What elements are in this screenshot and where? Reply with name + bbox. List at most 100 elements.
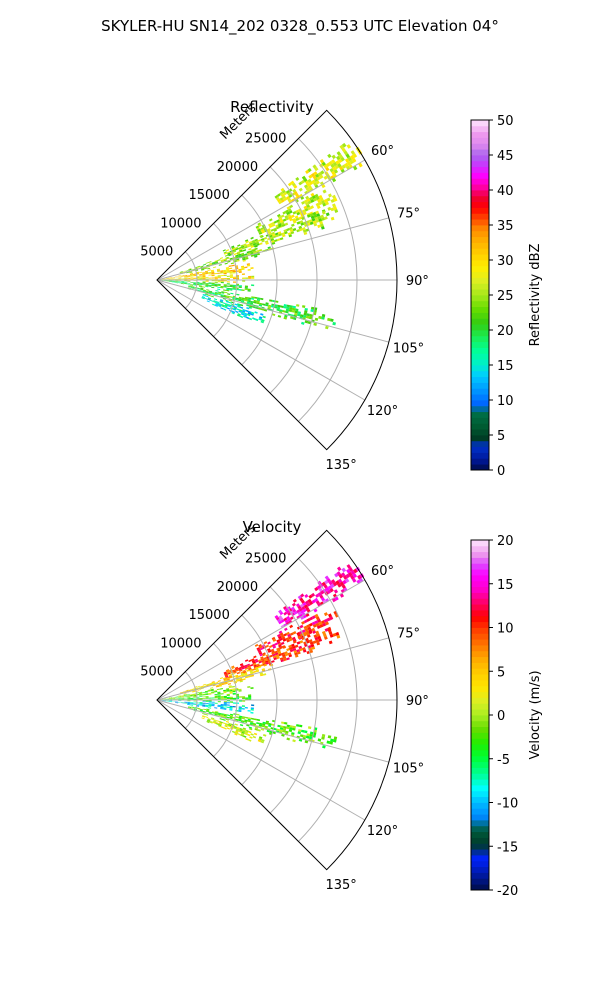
reflectivity-panel: Reflectivity500010000150002000025000Mete… [140,98,543,479]
velocity-echo-cell [289,610,294,615]
velocity-echo-cell [307,726,312,730]
velocity-echo-cell [317,592,322,597]
reflectivity-echo-cell [207,298,211,301]
reflectivity-echo-cell [260,229,265,232]
reflectivity-echo-cell [223,271,227,274]
reflectivity-echo-cell [202,290,206,292]
reflectivity-echo-cell [258,317,262,321]
velocity-azimuth-tick-label: 105° [393,761,424,776]
velocity-echo-cell [240,734,244,737]
reflectivity-echo-cell [241,298,245,301]
reflectivity-echo-cell [232,287,236,289]
velocity-echo-cell [225,723,229,726]
velocity-colorbar-segment [471,674,489,681]
reflectivity-echo-cell [235,310,239,314]
velocity-echo-cell [193,696,197,698]
velocity-echo-cell [288,654,293,658]
reflectivity-echo-cell [166,277,169,279]
velocity-echo-cell [243,664,248,668]
velocity-echo-cell [169,701,173,703]
velocity-echo-cell [313,634,318,638]
velocity-echo-cell [191,688,195,690]
velocity-echo-cell [200,686,204,688]
velocity-echo-cell [197,708,201,710]
velocity-echo-cell [252,670,257,674]
velocity-echo-cell [289,725,293,728]
velocity-echo-cell [202,696,206,698]
velocity-echo-cell [283,658,287,662]
reflectivity-echo-cell [273,228,277,232]
velocity-echo-cell [345,573,350,579]
reflectivity-echo-cell [217,272,221,274]
reflectivity-echo-cell [287,232,292,236]
velocity-echo-cell [211,703,215,705]
velocity-echo-cell [310,644,315,648]
velocity-colorbar-segment [471,715,489,722]
velocity-echo-cell [224,674,228,677]
velocity-echo-cell [181,695,185,697]
velocity-echo-cell [310,592,316,597]
velocity-echo-cell [226,688,230,690]
reflectivity-echo-cell [211,272,215,274]
reflectivity-echo-cell [250,244,254,247]
reflectivity-echo-cell [224,252,228,255]
reflectivity-echo-cell [208,291,212,294]
reflectivity-echo-cell [307,178,312,183]
velocity-echo-cell [325,587,330,592]
velocity-echo-cell [248,695,252,698]
reflectivity-echo-cell [282,218,287,222]
reflectivity-echo-cell [217,286,221,288]
reflectivity-echo-cell [199,282,203,284]
reflectivity-echo-cell [217,288,221,290]
velocity-echo-cell [272,638,277,642]
velocity-echo-cell [279,611,284,616]
reflectivity-echo-cell [217,284,221,286]
velocity-echo-cell [220,706,224,708]
velocity-echo-cell [337,566,342,572]
reflectivity-echo-cell [327,153,332,159]
velocity-echo-cell [297,605,302,610]
velocity-echo-cell [229,676,233,679]
velocity-echo-cell [241,730,246,733]
reflectivity-echo-cell [193,284,197,285]
reflectivity-echo-cell [319,197,324,202]
reflectivity-echo-cell [313,171,318,176]
reflectivity-echo-cell [260,297,264,301]
velocity-echo-cell [172,697,176,699]
reflectivity-echo-cell [223,284,227,286]
reflectivity-echo-cell [245,277,249,279]
reflectivity-echo-cell [189,272,193,274]
velocity-echo-cell [178,697,182,699]
reflectivity-echo-cell [227,260,231,263]
reflectivity-echo-cell [284,314,288,318]
reflectivity-echo-cell [241,254,245,257]
velocity-echo-cell [282,728,287,731]
reflectivity-echo-cell [217,305,222,308]
velocity-echo-cell [231,730,236,734]
velocity-echo-cell [292,631,297,635]
velocity-echo-cell [169,701,173,702]
reflectivity-echo-cell [202,272,206,274]
velocity-echo-cell [202,704,206,706]
reflectivity-echo-cell [291,192,295,197]
velocity-echo-cell [233,697,236,700]
velocity-echo-cell [229,691,233,693]
velocity-echo-cell [229,708,233,710]
velocity-echo-cell [199,704,203,706]
velocity-echo-cell [219,677,224,680]
velocity-echo-cell [223,705,227,707]
reflectivity-echo-cell [197,287,201,289]
reflectivity-echo-cell [295,308,299,312]
reflectivity-echo-cell [246,307,250,310]
reflectivity-echo-cell [303,231,308,235]
velocity-echo-cell [257,729,261,732]
velocity-colorbar-segment [471,709,489,716]
reflectivity-echo-cell [316,176,321,181]
velocity-echo-cell [235,675,239,678]
reflectivity-echo-cell [244,286,248,289]
reflectivity-echo-cell [241,247,245,250]
velocity-echo-cell [177,695,181,697]
velocity-echo-cell [181,702,185,703]
velocity-echo-cell [220,707,224,709]
